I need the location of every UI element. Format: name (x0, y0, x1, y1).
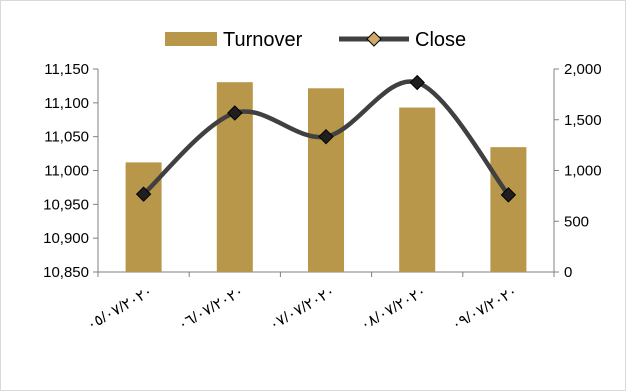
close-point-marker (135, 186, 152, 202)
x-tick-label: ٠٧/٠٧/٢٠٢٠ (266, 283, 338, 334)
left-tick-label: 11,000 (44, 163, 89, 180)
turnover-bars (125, 82, 527, 272)
legend-label-turnover: Turnover (223, 29, 303, 51)
right-tick-label: 1,000 (564, 163, 602, 180)
right-tick-label: 1,500 (564, 112, 602, 129)
close-point-marker (409, 74, 425, 91)
left-tick-label: 11,050 (44, 129, 89, 146)
close-point-marker (227, 105, 243, 121)
x-tick-label: ٠٦/٠٧/٢٠٢٠ (175, 283, 247, 334)
right-tick-label: 2,000 (564, 61, 602, 78)
turnover-bar (399, 107, 436, 272)
right-tick-label: 500 (564, 213, 589, 230)
right-tick-label: 0 (564, 264, 572, 281)
left-tick-label: 11,100 (44, 95, 89, 112)
close-point-marker (500, 187, 517, 203)
close-line (135, 74, 517, 203)
x-tick-label: ٠٥/٠٧/٢٠٢٠ (84, 283, 156, 334)
turnover-bar (308, 88, 344, 272)
close-point-marker (318, 128, 334, 145)
left-tick-label: 10,900 (43, 230, 89, 247)
x-tick-label: ٠٨/٠٧/٢٠٢٠ (358, 283, 430, 334)
turnover-bar (490, 147, 527, 272)
legend-marker-close (366, 31, 382, 47)
left-tick-label: 10,950 (43, 196, 89, 213)
left-tick-label: 10,850 (43, 264, 89, 281)
legend-swatch-turnover (165, 32, 217, 46)
legend-label-close: Close (415, 29, 466, 51)
x-tick-label: ٠٩/٠٧/٢٠٢٠ (449, 283, 521, 334)
legend: Turnover Close (165, 29, 466, 51)
left-tick-label: 11,150 (44, 61, 89, 78)
